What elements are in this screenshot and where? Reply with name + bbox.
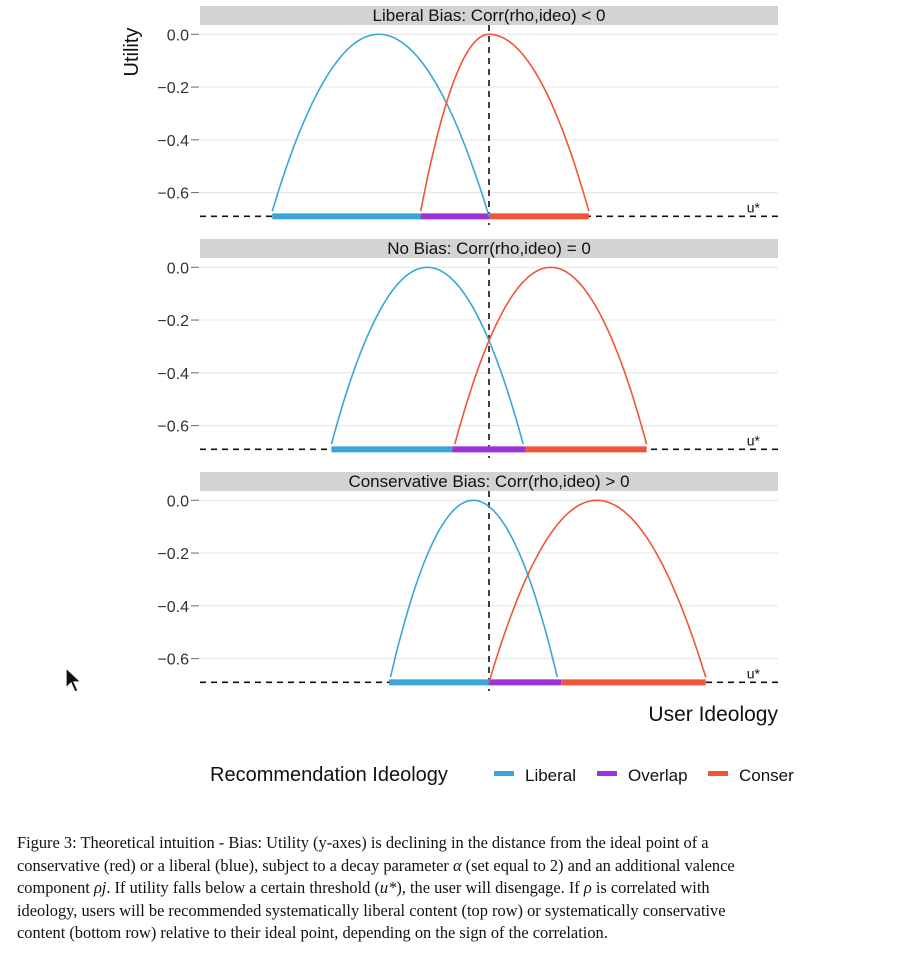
range-bar-conser — [489, 213, 589, 220]
legend-key-overlap — [597, 771, 617, 776]
y-tick-label: −0.6 — [157, 652, 189, 669]
range-bar-liberal — [331, 446, 453, 453]
utility-curve-liberal — [389, 499, 559, 678]
chart-panel: Conservative Bias: Corr(rho,ideo) > 0 0.0… — [157, 472, 778, 691]
legend-title: Recommendation Ideology — [210, 764, 448, 786]
range-bar-liberal — [272, 213, 421, 220]
y-axis-label: Utility — [121, 28, 143, 77]
legend-label: Conser — [739, 766, 794, 785]
range-bar-overlap — [452, 446, 526, 453]
panel-title: Liberal Bias: Corr(rho,ideo) < 0 — [373, 6, 606, 25]
y-tick-label: −0.2 — [157, 80, 189, 97]
legend-key-conser — [708, 771, 728, 776]
chart-panel: Liberal Bias: Corr(rho,ideo) < 0 0.0 −0.2 −… — [157, 6, 778, 225]
y-tick-label: −0.4 — [157, 366, 189, 383]
threshold-label: u* — [747, 199, 761, 215]
panel-title: Conservative Bias: Corr(rho,ideo) > 0 — [348, 472, 629, 491]
panel-strip — [200, 239, 778, 258]
y-tick-label: −0.6 — [157, 186, 189, 203]
threshold-label: u* — [747, 432, 761, 448]
legend-label: Liberal — [525, 766, 576, 785]
panel-strip — [200, 472, 778, 491]
y-tick-label: 0.0 — [167, 493, 189, 510]
y-tick-label: −0.4 — [157, 133, 189, 150]
range-bar-overlap — [489, 679, 562, 686]
y-tick-label: −0.2 — [157, 546, 189, 563]
chart-panel: No Bias: Corr(rho,ideo) = 0 0.0 −0.2 −0.4 −0… — [157, 239, 778, 458]
panel-strip — [200, 6, 778, 25]
x-axis-label: User Ideology — [648, 703, 778, 726]
figure-caption: Figure 3: Theoretical intuition - Bias: … — [17, 833, 735, 942]
legend-key-liberal — [494, 771, 514, 776]
threshold-label: u* — [747, 665, 761, 681]
range-bar-conser — [525, 446, 647, 453]
y-tick-label: −0.6 — [157, 419, 189, 436]
range-bar-liberal — [389, 679, 489, 686]
range-bar-overlap — [420, 213, 489, 220]
y-tick-label: −0.2 — [157, 313, 189, 330]
legend: Recommendation Ideology Liberal Overlap Co… — [210, 764, 794, 786]
utility-curve-conser — [419, 33, 590, 212]
utility-curve-liberal — [271, 33, 490, 217]
range-bar-conser — [561, 679, 706, 686]
y-tick-label: 0.0 — [167, 27, 189, 44]
y-tick-label: 0.0 — [167, 260, 189, 277]
mouse-cursor-icon — [65, 666, 83, 693]
utility-curve-conser — [488, 499, 707, 683]
utility-curve-conser — [454, 266, 648, 445]
utility-curve-liberal — [330, 266, 524, 445]
legend-label: Overlap — [628, 766, 688, 785]
y-tick-label: −0.4 — [157, 599, 189, 616]
figure-chart: Utility Liberal Bias: Corr(rho,ideo) < 0… — [121, 6, 794, 786]
panel-title: No Bias: Corr(rho,ideo) = 0 — [387, 239, 591, 258]
